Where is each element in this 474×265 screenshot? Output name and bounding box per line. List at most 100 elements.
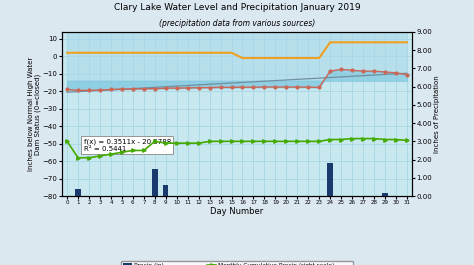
- Lake level below Normal High Water (inches): [382, 70, 388, 74]
- Legend: Precip (in), Dam Status (0=closed), Monthly Cumulative Precip (right scale), Lak: Precip (in), Dam Status (0=closed), Mont…: [120, 261, 354, 265]
- Monthly Cumulative Precip (right scale): [97, 154, 103, 157]
- Lake level below Normal High Water (inches): [360, 69, 366, 73]
- Dam Status (0=closed): [338, 41, 344, 44]
- Lake level below Normal High Water (inches): [393, 71, 399, 74]
- Bar: [75, 189, 81, 196]
- Text: Clary Lake Water Level and Precipitation January 2019: Clary Lake Water Level and Precipitation…: [114, 3, 360, 12]
- Lake level below Normal High Water (inches): [283, 85, 289, 89]
- Dam Status (0=closed): [360, 41, 366, 44]
- Y-axis label: Inches below Normal High Water
Dam Status (0=closed): Inches below Normal High Water Dam Statu…: [27, 57, 41, 171]
- Dam Status (0=closed): [404, 41, 410, 44]
- Dam Status (0=closed): [207, 51, 212, 54]
- Lake level below Normal High Water (inches): [119, 87, 125, 91]
- Dam Status (0=closed): [294, 56, 300, 60]
- Monthly Cumulative Precip (right scale): [240, 140, 246, 143]
- Dam Status (0=closed): [328, 41, 333, 44]
- Lake level below Normal High Water (inches): [218, 86, 223, 89]
- Monthly Cumulative Precip (right scale): [382, 138, 388, 141]
- Lake level below Normal High Water (inches): [75, 89, 81, 92]
- Lake level below Normal High Water (inches): [86, 89, 92, 92]
- Text: f(x) = 0.3511x - 20.5788
R² = 0.5441: f(x) = 0.3511x - 20.5788 R² = 0.5441: [83, 138, 171, 152]
- Dam Status (0=closed): [86, 51, 92, 54]
- Lake level below Normal High Water (inches): [141, 87, 146, 90]
- Bar: [328, 163, 333, 196]
- X-axis label: Day Number: Day Number: [210, 207, 264, 216]
- Lake level below Normal High Water (inches): [338, 68, 344, 71]
- Dam Status (0=closed): [108, 51, 114, 54]
- Dam Status (0=closed): [371, 41, 377, 44]
- Lake level below Normal High Water (inches): [240, 86, 246, 89]
- Monthly Cumulative Precip (right scale): [185, 142, 191, 145]
- Lake level below Normal High Water (inches): [185, 86, 191, 90]
- Lake level below Normal High Water (inches): [152, 87, 158, 90]
- Lake level below Normal High Water (inches): [262, 85, 267, 89]
- Dam Status (0=closed): [141, 51, 146, 54]
- Monthly Cumulative Precip (right scale): [228, 140, 234, 143]
- Monthly Cumulative Precip (right scale): [196, 142, 201, 145]
- Lake level below Normal High Water (inches): [294, 85, 300, 89]
- Monthly Cumulative Precip (right scale): [273, 140, 278, 143]
- Monthly Cumulative Precip (right scale): [294, 140, 300, 143]
- Dam Status (0=closed): [273, 56, 278, 60]
- Dam Status (0=closed): [349, 41, 355, 44]
- Lake level below Normal High Water (inches): [328, 69, 333, 73]
- Monthly Cumulative Precip (right scale): [141, 149, 146, 152]
- Dam Status (0=closed): [251, 56, 256, 60]
- Dam Status (0=closed): [163, 51, 169, 54]
- Dam Status (0=closed): [64, 51, 70, 54]
- Monthly Cumulative Precip (right scale): [174, 142, 180, 145]
- Monthly Cumulative Precip (right scale): [349, 137, 355, 140]
- Monthly Cumulative Precip (right scale): [360, 137, 366, 140]
- Lake level below Normal High Water (inches): [305, 86, 311, 89]
- Monthly Cumulative Precip (right scale): [218, 140, 223, 143]
- Monthly Cumulative Precip (right scale): [338, 138, 344, 141]
- Monthly Cumulative Precip (right scale): [163, 142, 169, 145]
- Lake level below Normal High Water (inches): [64, 88, 70, 91]
- Dam Status (0=closed): [240, 56, 246, 60]
- Dam Status (0=closed): [185, 51, 191, 54]
- Lake level below Normal High Water (inches): [163, 87, 169, 90]
- Bar: [152, 169, 157, 196]
- Monthly Cumulative Precip (right scale): [130, 149, 136, 152]
- Dam Status (0=closed): [228, 51, 234, 54]
- Dam Status (0=closed): [393, 41, 399, 44]
- Dam Status (0=closed): [97, 51, 103, 54]
- Monthly Cumulative Precip (right scale): [152, 140, 158, 143]
- Monthly Cumulative Precip (right scale): [316, 140, 322, 143]
- Y-axis label: Inches of Precipitation: Inches of Precipitation: [434, 75, 440, 153]
- Dam Status (0=closed): [174, 51, 180, 54]
- Dam Status (0=closed): [305, 56, 311, 60]
- Lake level below Normal High Water (inches): [130, 87, 136, 91]
- Lake level below Normal High Water (inches): [316, 86, 322, 89]
- Monthly Cumulative Precip (right scale): [75, 156, 81, 159]
- Line: Monthly Cumulative Precip (right scale): Monthly Cumulative Precip (right scale): [65, 137, 409, 160]
- Lake level below Normal High Water (inches): [174, 86, 180, 90]
- Monthly Cumulative Precip (right scale): [393, 138, 399, 141]
- Lake level below Normal High Water (inches): [108, 88, 114, 91]
- Bar: [163, 185, 168, 196]
- Monthly Cumulative Precip (right scale): [207, 140, 212, 143]
- Dam Status (0=closed): [152, 51, 158, 54]
- Lake level below Normal High Water (inches): [404, 73, 410, 76]
- Dam Status (0=closed): [75, 51, 81, 54]
- Monthly Cumulative Precip (right scale): [262, 140, 267, 143]
- Dam Status (0=closed): [316, 56, 322, 60]
- Dam Status (0=closed): [262, 56, 267, 60]
- Monthly Cumulative Precip (right scale): [108, 153, 114, 156]
- Monthly Cumulative Precip (right scale): [371, 137, 377, 140]
- Line: Lake level below Normal High Water (inches): Lake level below Normal High Water (inch…: [66, 68, 408, 92]
- Lake level below Normal High Water (inches): [207, 86, 212, 89]
- Bar: [382, 193, 388, 196]
- Line: Dam Status (0=closed): Dam Status (0=closed): [67, 42, 407, 58]
- Lake level below Normal High Water (inches): [97, 89, 103, 92]
- Monthly Cumulative Precip (right scale): [64, 140, 70, 143]
- Monthly Cumulative Precip (right scale): [305, 140, 311, 143]
- Dam Status (0=closed): [196, 51, 201, 54]
- Lake level below Normal High Water (inches): [349, 69, 355, 72]
- Lake level below Normal High Water (inches): [273, 85, 278, 89]
- Monthly Cumulative Precip (right scale): [251, 140, 256, 143]
- Dam Status (0=closed): [218, 51, 223, 54]
- Monthly Cumulative Precip (right scale): [86, 156, 92, 159]
- Monthly Cumulative Precip (right scale): [283, 140, 289, 143]
- Monthly Cumulative Precip (right scale): [404, 139, 410, 142]
